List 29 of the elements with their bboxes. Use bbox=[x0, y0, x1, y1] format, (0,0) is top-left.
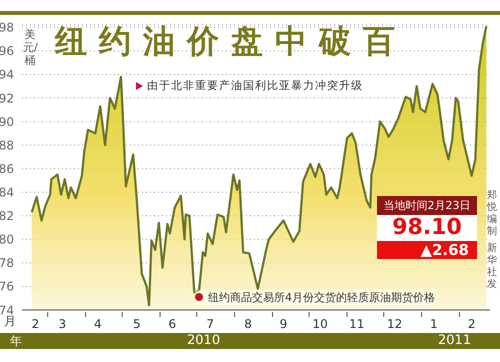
y-tick-label: 78 bbox=[0, 256, 14, 270]
x-tick-label: 12 bbox=[387, 317, 402, 331]
text: 2011 bbox=[438, 333, 472, 348]
x-tick-label: 2 bbox=[32, 317, 40, 331]
x-tick-label: 7 bbox=[206, 317, 214, 331]
annotation: 当地时间2月23日 bbox=[377, 196, 477, 215]
x-tick-label: 10 bbox=[312, 317, 328, 331]
y-tick-label: 76 bbox=[0, 280, 14, 294]
annotation: 新华社发 bbox=[486, 243, 498, 291]
annotation: 由于北非重要产油国利比亚暴力冲突升级 bbox=[146, 78, 363, 93]
x-tick-label: 2 bbox=[468, 317, 476, 331]
x-tick-label: 1 bbox=[430, 317, 438, 331]
text: 2010 bbox=[187, 333, 220, 348]
chart-title: 纽约油价盘中破百 bbox=[55, 21, 407, 62]
x-tick-label: 8 bbox=[244, 317, 252, 331]
annotation: 郑悦编制 bbox=[486, 190, 498, 238]
x-tick-label: 6 bbox=[168, 317, 176, 331]
x-tick-label: 3 bbox=[58, 317, 66, 331]
annotation: 98.10 bbox=[391, 215, 463, 241]
text: 月 bbox=[4, 314, 16, 330]
text: 年 bbox=[10, 333, 22, 350]
annotation: 纽约商品交易所4月份交货的轻质原油期货价格 bbox=[195, 290, 435, 305]
callout-box: 当地时间2月23日 98.10 ▲2.68 bbox=[377, 196, 477, 259]
x-tick-label: 4 bbox=[94, 317, 102, 331]
annotation: ▲2.68 bbox=[377, 241, 477, 259]
y-axis-title: 美元/桶 bbox=[23, 28, 38, 67]
x-tick-label: 11 bbox=[349, 317, 364, 331]
x-tick-label: 9 bbox=[280, 317, 288, 331]
x-tick-label: 5 bbox=[133, 317, 141, 331]
